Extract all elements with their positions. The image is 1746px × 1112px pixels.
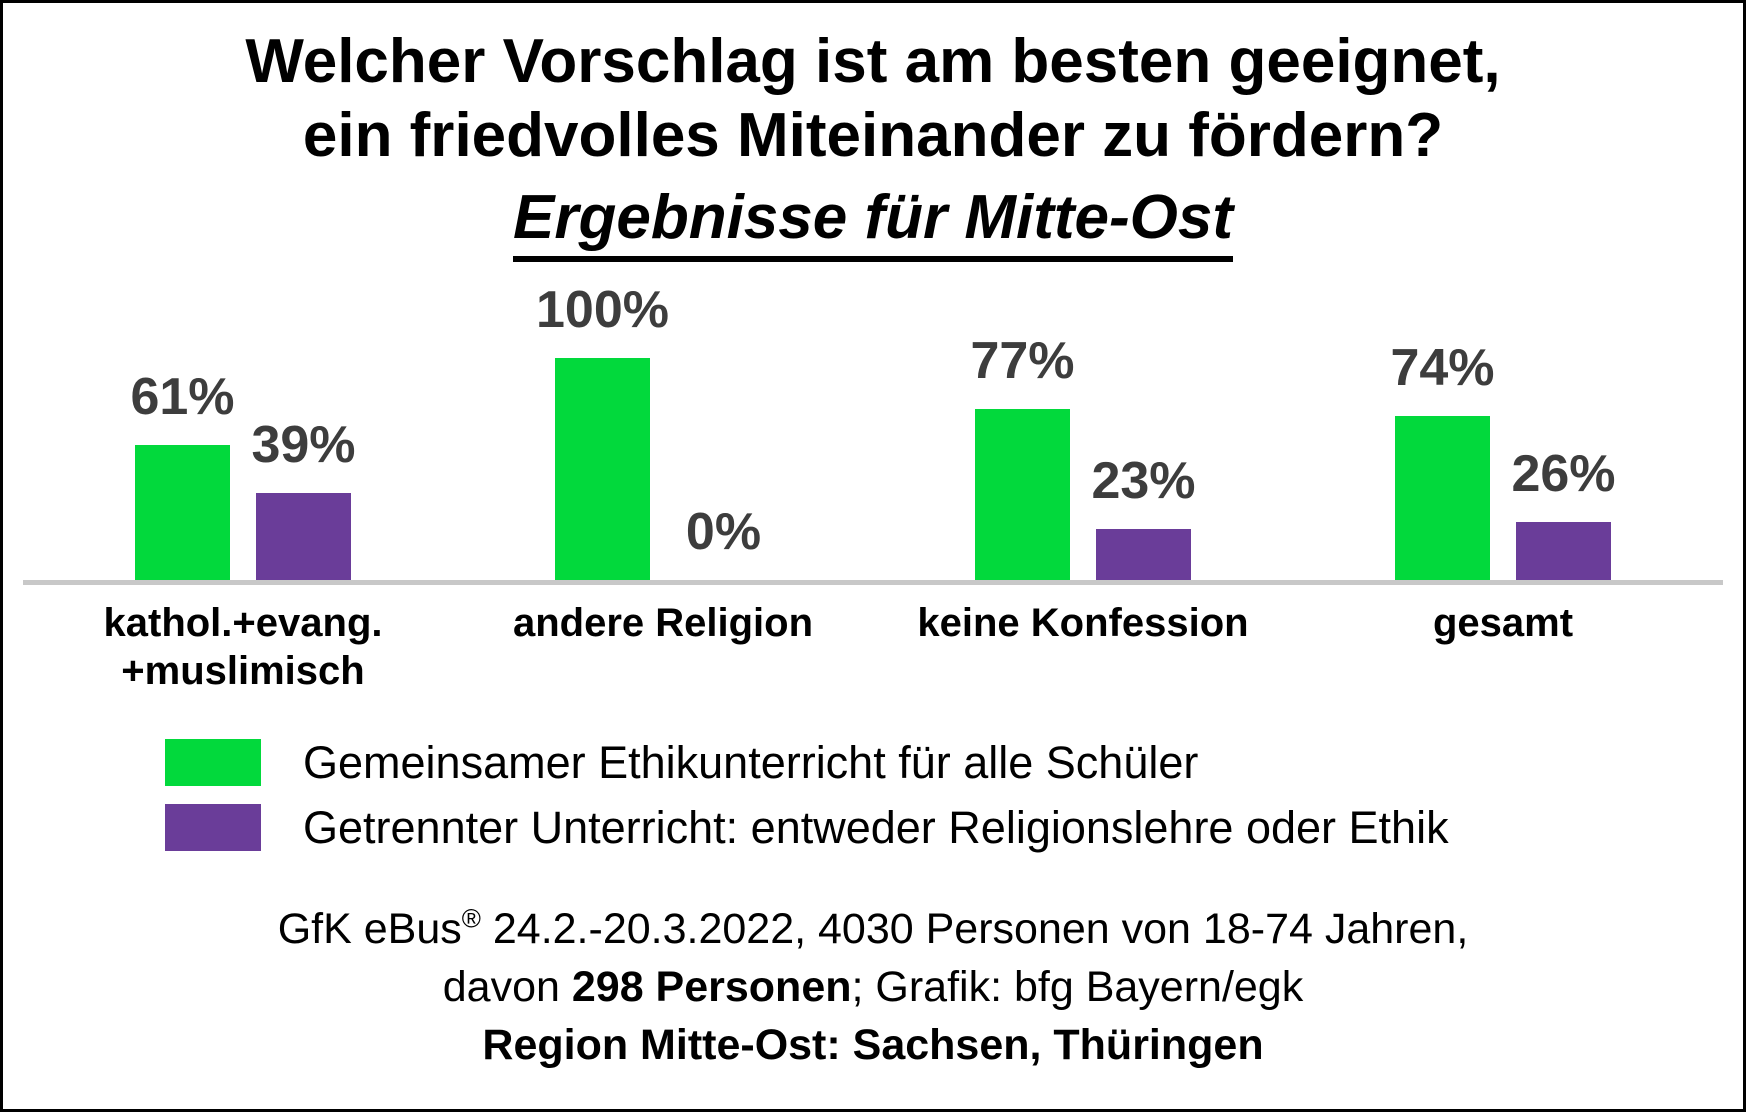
bar-cell: 26% (1511, 268, 1616, 580)
source-details: 24.2.-20.3.2022, 4030 Personen von 18-74… (480, 904, 1469, 953)
bar-cell: 74% (1390, 268, 1495, 580)
chart-legend: Gemeinsamer Ethikunterricht für alle Sch… (3, 737, 1743, 854)
bar-cell: 77% (970, 268, 1075, 580)
bar (1516, 522, 1611, 580)
bar (135, 444, 230, 580)
legend-row: Gemeinsamer Ethikunterricht für alle Sch… (165, 737, 1743, 789)
chart-footer: GfK eBus® 24.2.-20.3.2022, 4030 Personen… (3, 900, 1743, 1074)
category-label: gesamt (1432, 600, 1574, 645)
bar-value-label: 100% (536, 280, 669, 339)
bar (1096, 528, 1191, 580)
bar-group: 77% 23% (873, 268, 1293, 580)
category-label: andere Religion (512, 600, 814, 645)
bar-cell: 100% (536, 268, 669, 580)
legend-label: Gemeinsamer Ethikunterricht für alle Sch… (303, 736, 1199, 788)
bar-cell: 0% (676, 268, 771, 580)
chart-subtitle-wrap: Ergebnisse für Mitte-Ost (3, 183, 1743, 262)
bar (256, 493, 351, 580)
graphic-credit: ; Grafik: bfg Bayern/egk (851, 963, 1304, 1012)
bar-cell: 61% (130, 268, 235, 580)
source-line: GfK eBus® 24.2.-20.3.2022, 4030 Personen… (3, 900, 1743, 958)
bar-value-label: 39% (251, 416, 356, 475)
legend-swatch (165, 804, 261, 852)
bar-value-label: 61% (130, 367, 235, 426)
bar (975, 409, 1070, 580)
legend-row: Getrennter Unterricht: entweder Religion… (165, 802, 1743, 854)
legend-label: Getrennter Unterricht: entweder Religion… (303, 801, 1449, 853)
bar-cell: 23% (1091, 268, 1196, 580)
bar-value-label: 74% (1390, 338, 1495, 397)
chart-subtitle: Ergebnisse für Mitte-Ost (513, 183, 1233, 262)
legend-swatch (165, 739, 261, 787)
region-line: Region Mitte-Ost: Sachsen, Thüringen (482, 1021, 1264, 1070)
bar-value-label: 23% (1091, 451, 1196, 510)
bar-cell: 39% (251, 268, 356, 580)
bar-value-label: 0% (685, 502, 762, 561)
bar-chart-plot-area: 61% 39% 100% 0% 77% 23% 74% 26% (3, 268, 1743, 580)
sample-line: davon 298 Personen; Grafik: bfg Bayern/e… (3, 958, 1743, 1016)
sample-line-prefix: davon (442, 963, 572, 1012)
source-name: GfK eBus (277, 904, 462, 953)
x-axis-baseline (23, 579, 1723, 585)
chart-title-line2: ein friedvolles Miteinander zu fördern? (302, 101, 1444, 171)
sample-size: 298 Personen (571, 963, 852, 1012)
bar (555, 357, 650, 580)
bar-value-label: 26% (1511, 445, 1616, 504)
chart-title: Welcher Vorschlag ist am besten geeignet… (3, 25, 1743, 174)
chart-title-line1: Welcher Vorschlag ist am besten geeignet… (245, 27, 1501, 96)
chart-header: Welcher Vorschlag ist am besten geeignet… (3, 3, 1743, 262)
category-label: keine Konfession (917, 600, 1249, 645)
x-axis-category-labels: kathol.+evang. +muslimisch andere Religion… (3, 585, 1743, 695)
category-label: kathol.+evang. +muslimisch (103, 600, 383, 693)
bar-group: 61% 39% (33, 268, 453, 580)
bar (1395, 415, 1490, 580)
bar-group: 74% 26% (1293, 268, 1713, 580)
bar-group: 100% 0% (453, 268, 873, 580)
bar-value-label: 77% (970, 332, 1075, 391)
registered-trademark-symbol: ® (461, 903, 481, 934)
